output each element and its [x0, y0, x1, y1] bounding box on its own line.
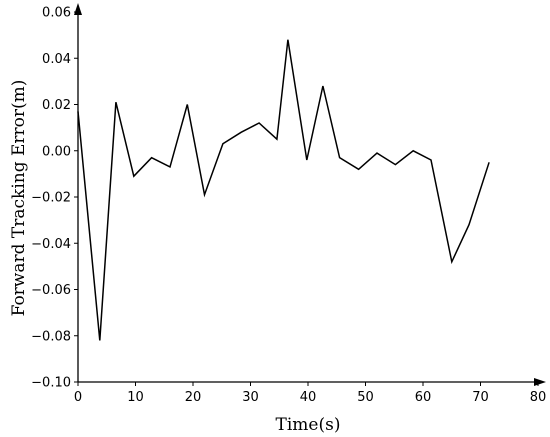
- x-tick-label: 60: [415, 390, 432, 405]
- y-tick-label: −0.06: [31, 283, 71, 298]
- x-tick-label: 10: [127, 390, 144, 405]
- series-line: [77, 39, 490, 341]
- x-tick-label: 40: [300, 390, 317, 405]
- y-tick-label: −0.08: [31, 329, 71, 344]
- y-tick-label: 0.06: [42, 6, 71, 21]
- x-tick-label: 50: [357, 390, 374, 405]
- x-tick-label: 20: [185, 390, 202, 405]
- x-tick-label: 30: [242, 390, 259, 405]
- series-layer: [77, 39, 490, 341]
- y-tick-label: −0.04: [31, 237, 71, 252]
- x-ticks: 0 10 20 30 40 50 60 70 80: [74, 382, 546, 405]
- y-ticks: −0.10 −0.08 −0.06 −0.04 −0.02 0.00 0.02 0.04 0.0…: [31, 6, 78, 391]
- y-tick-label: −0.02: [31, 191, 71, 206]
- x-tick-label: 70: [472, 390, 489, 405]
- y-tick-label: 0.04: [42, 52, 71, 67]
- x-tick-label: 80: [530, 390, 547, 405]
- y-tick-label: 0.02: [42, 98, 71, 113]
- x-tick-label: 0: [74, 390, 82, 405]
- y-tick-label: 0.00: [42, 144, 71, 159]
- x-axis-title: Time(s): [276, 415, 341, 435]
- plot-frame: [74, 3, 546, 386]
- y-axis-title: Forward Tracking Error(m): [9, 80, 29, 317]
- x-axis-arrow: [534, 378, 546, 386]
- y-axis-arrow: [74, 3, 82, 15]
- y-tick-label: −0.10: [31, 376, 71, 391]
